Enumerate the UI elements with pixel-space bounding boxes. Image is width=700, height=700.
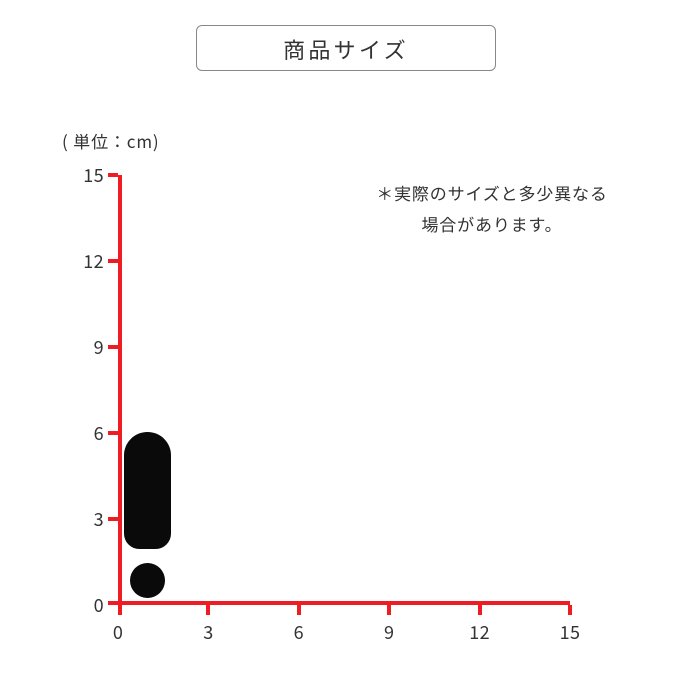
y-tick <box>108 431 118 435</box>
y-tick-label: 3 <box>94 506 104 532</box>
y-tick-label: 15 <box>83 162 104 188</box>
x-tick-label: 9 <box>384 619 394 645</box>
unit-label: ( 単位：cm) <box>62 128 160 153</box>
x-tick <box>568 605 572 615</box>
y-tick-label: 6 <box>94 420 104 446</box>
x-axis <box>118 601 570 605</box>
y-tick <box>108 173 118 177</box>
x-tick <box>118 605 122 615</box>
x-tick-label: 12 <box>469 619 490 645</box>
x-tick-label: 3 <box>203 619 213 645</box>
y-tick <box>108 601 118 605</box>
y-tick-label: 0 <box>94 592 104 618</box>
y-axis <box>118 175 122 605</box>
x-tick-label: 6 <box>294 619 304 645</box>
title-box: 商品サイズ <box>196 25 496 71</box>
title-text: 商品サイズ <box>283 33 409 65</box>
y-tick-label: 9 <box>94 334 104 360</box>
y-tick <box>108 517 118 521</box>
x-tick <box>206 605 210 615</box>
y-tick <box>108 345 118 349</box>
product-silhouette-body <box>124 432 171 550</box>
x-tick <box>478 605 482 615</box>
x-tick-label: 0 <box>113 619 123 645</box>
y-tick-label: 12 <box>83 248 104 274</box>
y-tick <box>108 259 118 263</box>
x-tick <box>297 605 301 615</box>
product-silhouette-dot <box>130 563 165 598</box>
x-tick-label: 15 <box>560 619 581 645</box>
x-tick <box>387 605 391 615</box>
size-chart: 0369121503691215 <box>118 175 570 605</box>
